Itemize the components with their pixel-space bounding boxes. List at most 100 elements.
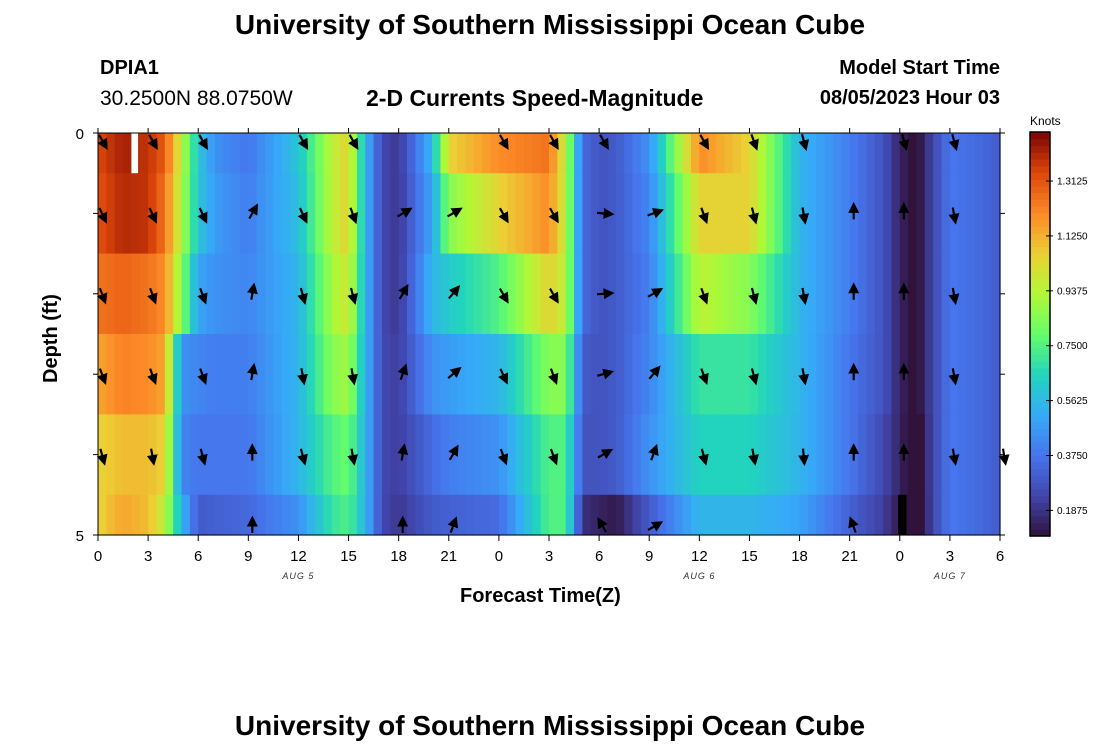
- heatmap-cell: [131, 414, 141, 496]
- heatmap-cell: [373, 494, 383, 536]
- heatmap-cell: [841, 173, 851, 255]
- heatmap-cell: [757, 334, 767, 415]
- colorbar-swatch: [1030, 293, 1050, 301]
- heatmap-cell: [248, 133, 258, 174]
- current-arrow: [948, 287, 960, 306]
- current-arrow: [146, 448, 158, 466]
- heatmap-cell: [724, 494, 734, 536]
- heatmap-cell: [281, 173, 291, 255]
- heatmap-cell: [139, 334, 149, 415]
- heatmap-cell: [473, 173, 483, 255]
- heatmap-cell: [766, 253, 776, 335]
- heatmap-cell: [340, 253, 350, 335]
- heatmap-cell: [682, 494, 692, 536]
- heatmap-cell: [841, 414, 851, 496]
- date-label: AUG 7: [933, 571, 966, 581]
- colorbar-swatch: [1030, 185, 1050, 194]
- heatmap-cell: [574, 494, 584, 536]
- heatmap-cell: [858, 253, 867, 335]
- heatmap-cell: [841, 133, 851, 174]
- heatmap-cell: [206, 494, 216, 536]
- heatmap-cell: [582, 173, 592, 255]
- current-arrow: [197, 207, 208, 224]
- heatmap-cell: [607, 133, 617, 174]
- heatmap-cell: [974, 133, 984, 174]
- heatmap-cell: [657, 334, 667, 415]
- current-arrow: [348, 134, 359, 150]
- current-arrow: [347, 207, 358, 225]
- colorbar-swatch: [1030, 367, 1050, 375]
- heatmap-cell: [640, 253, 650, 335]
- heatmap-cell: [866, 494, 876, 536]
- heatmap-cell: [883, 173, 893, 255]
- heatmap-cell: [482, 494, 492, 536]
- heatmap-cell: [532, 494, 542, 536]
- heatmap-cell: [807, 334, 817, 415]
- heatmap-cell: [824, 133, 834, 174]
- heatmap-cell: [189, 494, 199, 536]
- colorbar-swatch: [1030, 300, 1050, 308]
- heatmap-cell: [632, 334, 642, 415]
- heatmap-cell: [532, 173, 542, 255]
- current-arrow: [247, 203, 259, 220]
- colorbar-swatch: [1030, 138, 1050, 147]
- heatmap-cell: [532, 253, 542, 335]
- colorbar-swatch: [1030, 448, 1050, 456]
- current-arrow: [698, 448, 709, 466]
- heatmap-cell: [766, 494, 776, 536]
- current-arrow: [97, 368, 108, 385]
- heatmap-cell: [490, 494, 500, 536]
- heatmap-cell: [515, 253, 525, 335]
- heatmap-cell: [657, 494, 667, 536]
- heatmap-cell: [749, 494, 759, 536]
- heatmap-cell: [532, 414, 542, 496]
- heatmap-cell: [206, 173, 216, 255]
- heatmap-cell: [490, 334, 500, 415]
- heatmap-cell: [883, 133, 893, 174]
- heatmap-cell: [331, 334, 341, 415]
- heatmap-cell: [766, 414, 776, 496]
- heatmap-cell: [407, 173, 416, 255]
- heatmap-cell: [590, 133, 600, 174]
- heatmap-cell: [457, 173, 467, 255]
- heatmap-cell: [774, 334, 784, 415]
- heatmap-cell: [599, 494, 609, 536]
- heatmap-cell: [198, 133, 208, 174]
- heatmap-cell: [181, 494, 191, 536]
- heatmap-cell: [373, 334, 383, 415]
- chart-subtitle: 2-D Currents Speed-Magnitude: [366, 85, 704, 111]
- heatmap-cell: [365, 414, 375, 496]
- heatmap-cell: [707, 133, 717, 174]
- heatmap-cell: [941, 494, 951, 536]
- heatmap-cell: [949, 494, 959, 536]
- heatmap-cell: [273, 133, 283, 174]
- heatmap-cell: [231, 173, 241, 255]
- heatmap-cell: [515, 414, 525, 496]
- heatmap-cell: [615, 253, 625, 335]
- current-arrow: [447, 516, 459, 533]
- heatmap-cell: [657, 253, 667, 335]
- heatmap-cell: [557, 494, 567, 536]
- current-arrow: [798, 287, 810, 306]
- heatmap-cell: [507, 133, 517, 174]
- heatmap-cell: [665, 334, 675, 415]
- heatmap-cell: [290, 414, 300, 496]
- current-arrow: [397, 363, 408, 381]
- heatmap-cell: [632, 173, 642, 255]
- heatmap-cell: [966, 173, 976, 255]
- heatmap-cell: [590, 334, 600, 415]
- heatmap-cell: [465, 253, 475, 335]
- heatmap-cell: [114, 334, 124, 415]
- heatmap-cell: [415, 494, 425, 536]
- heatmap-cell: [565, 133, 575, 174]
- heatmap-cell: [707, 253, 717, 335]
- colorbar-swatch: [1030, 468, 1050, 476]
- colorbar-swatch: [1030, 401, 1050, 409]
- current-arrow: [948, 207, 960, 225]
- heatmap-cell: [732, 133, 742, 174]
- heatmap-cell: [315, 494, 325, 536]
- heatmap-cell: [866, 253, 876, 335]
- heatmap-cell: [682, 173, 692, 255]
- heatmap-cell: [774, 253, 784, 335]
